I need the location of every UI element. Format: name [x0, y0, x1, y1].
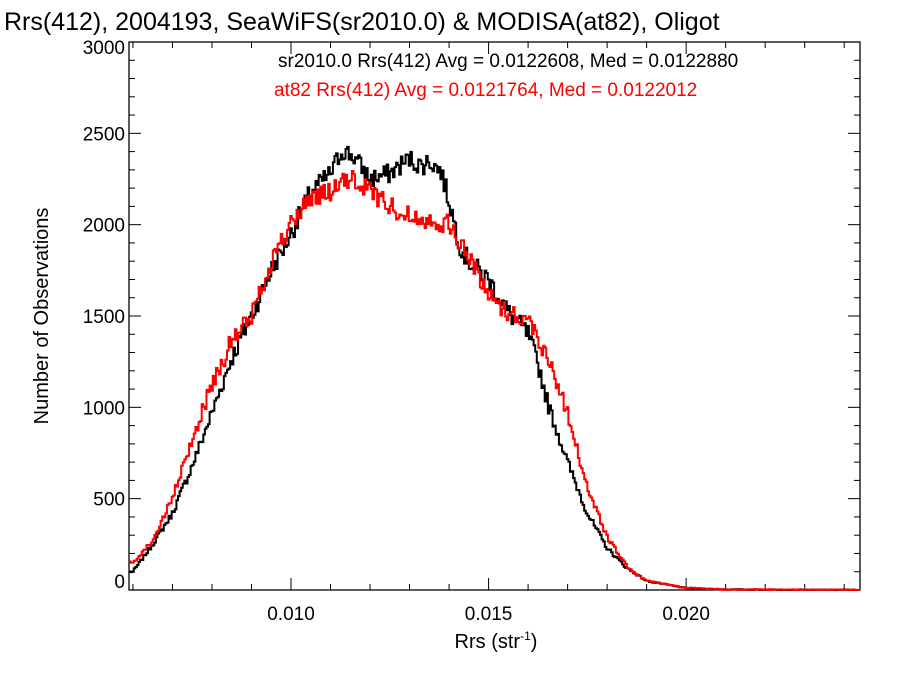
y-tick-label: 1500 — [83, 307, 125, 328]
x-axis-label-base: Rrs (str — [455, 631, 521, 653]
series-group — [129, 145, 861, 591]
x-axis-label-close: ) — [531, 631, 538, 653]
y-tick-label: 2000 — [83, 216, 125, 237]
series-line-sr2010 — [129, 145, 861, 591]
series-line-at82 — [129, 169, 860, 591]
x-axis-ticks: 0.010 0.015 0.020 — [132, 42, 845, 625]
y-tick-label: 2500 — [83, 124, 125, 145]
at82-stats-annotation: at82 Rrs(412) Avg = 0.0121764, Med = 0.0… — [274, 80, 697, 101]
x-tick-label: 0.010 — [267, 604, 315, 625]
y-tick-label: 0 — [114, 572, 125, 593]
plot-frame — [128, 41, 861, 591]
y-tick-label: 1000 — [83, 398, 125, 419]
sr2010-stats-annotation: sr2010.0 Rrs(412) Avg = 0.0122608, Med =… — [278, 51, 738, 72]
y-tick-label: 500 — [93, 490, 125, 511]
y-axis-label: Number of Observations — [31, 208, 53, 425]
x-tick-label: 0.020 — [662, 604, 710, 625]
y-tick-label: 3000 — [83, 38, 125, 59]
x-tick-label: 0.015 — [465, 604, 513, 625]
x-axis-label-exponent: -1 — [520, 629, 531, 643]
x-axis-label: Rrs (str-1) — [455, 629, 538, 653]
chart-title: Rrs(412), 2004193, SeaWiFS(sr2010.0) & M… — [4, 8, 720, 36]
y-axis-ticks: 0 500 1000 1500 2000 2500 3000 — [83, 38, 860, 593]
